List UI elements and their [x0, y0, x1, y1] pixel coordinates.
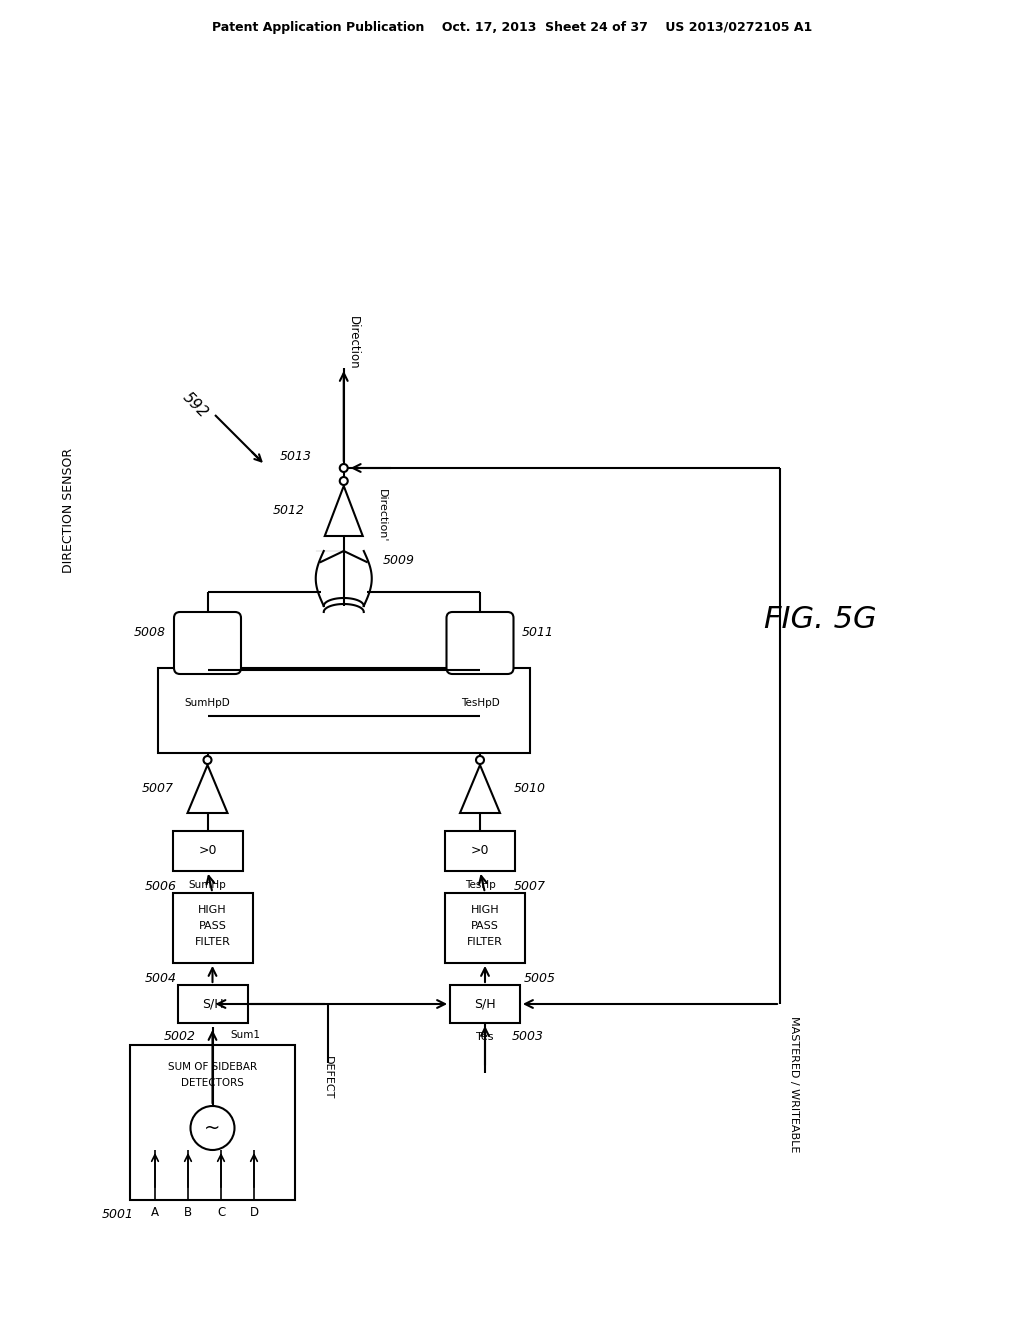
- Circle shape: [476, 756, 484, 764]
- Bar: [445, 832, 515, 871]
- Text: Patent Application Publication    Oct. 17, 2013  Sheet 24 of 37    US 2013/02721: Patent Application Publication Oct. 17, …: [212, 21, 812, 33]
- Text: S/H: S/H: [474, 998, 496, 1011]
- Text: HIGH: HIGH: [199, 906, 226, 915]
- Text: TesHpD: TesHpD: [461, 697, 500, 708]
- Text: ~: ~: [205, 1118, 221, 1138]
- Text: 5006: 5006: [144, 879, 176, 892]
- Bar: [450, 985, 520, 1023]
- Circle shape: [190, 1106, 234, 1150]
- Text: 5012: 5012: [272, 504, 305, 517]
- Text: S/H: S/H: [202, 998, 223, 1011]
- Text: SUM OF SIDEBAR: SUM OF SIDEBAR: [168, 1063, 257, 1072]
- Text: 5007: 5007: [514, 879, 546, 892]
- Text: DETECTORS: DETECTORS: [181, 1078, 244, 1088]
- Text: 5003: 5003: [512, 1031, 544, 1044]
- Text: 5008: 5008: [134, 627, 166, 639]
- Text: FIG. 5G: FIG. 5G: [764, 606, 877, 635]
- Text: 5010: 5010: [514, 783, 546, 796]
- Text: A: A: [151, 1206, 159, 1220]
- Text: Direction': Direction': [377, 490, 387, 543]
- Text: SumHp: SumHp: [188, 880, 226, 890]
- Text: HIGH: HIGH: [471, 906, 500, 915]
- Text: 592: 592: [179, 389, 211, 421]
- Text: >0: >0: [471, 845, 489, 858]
- FancyBboxPatch shape: [446, 612, 513, 675]
- Text: DIRECTION SENSOR: DIRECTION SENSOR: [61, 447, 75, 573]
- Text: FILTER: FILTER: [195, 937, 230, 946]
- Text: 5001: 5001: [102, 1208, 134, 1221]
- Bar: [130, 1045, 295, 1200]
- Text: 5011: 5011: [521, 627, 554, 639]
- Text: TesHp: TesHp: [465, 880, 496, 890]
- Text: C: C: [217, 1206, 225, 1220]
- Text: 5005: 5005: [524, 972, 556, 985]
- Bar: [445, 894, 525, 964]
- Text: SumHpD: SumHpD: [184, 697, 230, 708]
- Text: PASS: PASS: [471, 921, 499, 931]
- Text: DEFECT: DEFECT: [323, 1056, 333, 1100]
- Circle shape: [204, 756, 212, 764]
- Text: 5004: 5004: [144, 972, 176, 985]
- Bar: [172, 832, 243, 871]
- Text: B: B: [184, 1206, 193, 1220]
- Text: D: D: [250, 1206, 259, 1220]
- Text: Tes: Tes: [476, 1032, 494, 1041]
- Text: >0: >0: [199, 845, 217, 858]
- Text: MASTERED / WRITEABLE: MASTERED / WRITEABLE: [790, 1016, 799, 1152]
- Bar: [158, 668, 530, 752]
- Text: 5002: 5002: [164, 1031, 196, 1044]
- Circle shape: [340, 465, 348, 473]
- Text: 5009: 5009: [383, 554, 415, 568]
- FancyBboxPatch shape: [174, 612, 241, 675]
- Bar: [177, 985, 248, 1023]
- Text: 5013: 5013: [280, 450, 311, 462]
- Text: Direction: Direction: [347, 317, 360, 370]
- Text: PASS: PASS: [199, 921, 226, 931]
- Text: Sum1: Sum1: [230, 1030, 260, 1040]
- Bar: [172, 894, 253, 964]
- Circle shape: [340, 477, 348, 484]
- Text: 5007: 5007: [141, 783, 173, 796]
- Text: FILTER: FILTER: [467, 937, 503, 946]
